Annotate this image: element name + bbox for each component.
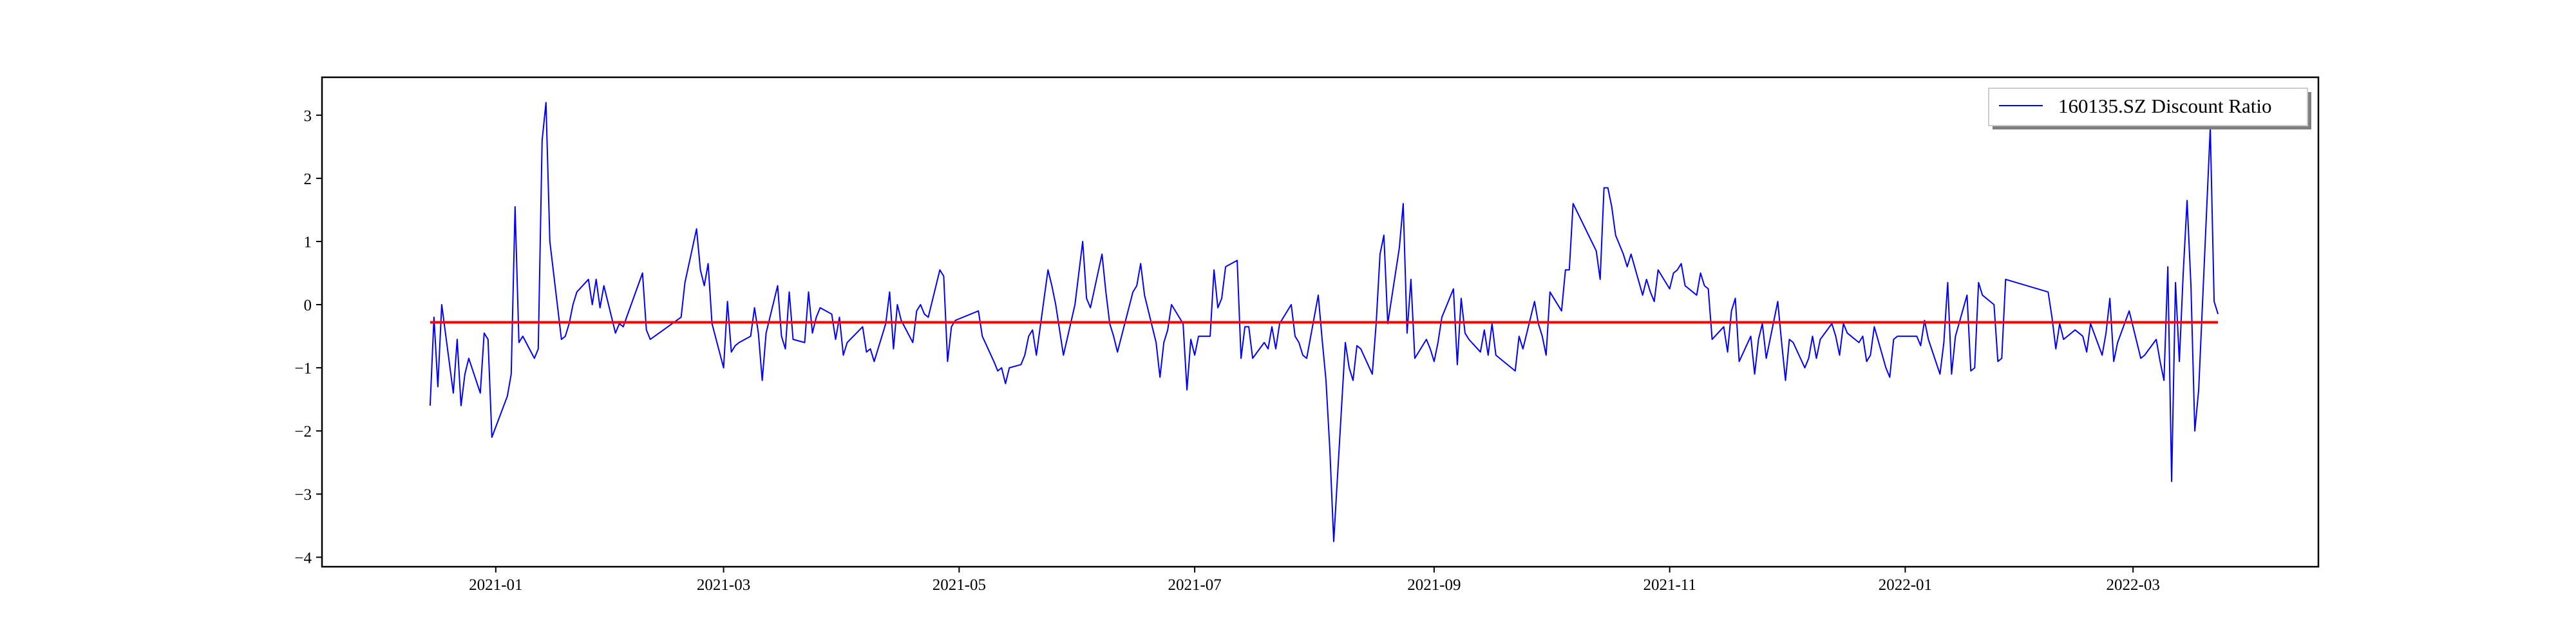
x-tick-label: 2021-11 bbox=[1643, 576, 1696, 594]
y-tick-label: −4 bbox=[294, 549, 312, 567]
y-tick-label: 1 bbox=[304, 234, 312, 251]
x-tick-label: 2021-07 bbox=[1168, 576, 1221, 594]
x-tick-label: 2022-01 bbox=[1879, 576, 1932, 594]
x-tick-label: 2021-09 bbox=[1407, 576, 1461, 594]
y-tick-label: −3 bbox=[294, 486, 312, 504]
x-tick-label: 2021-01 bbox=[469, 576, 522, 594]
x-axis: 2021-01 2021-03 2021-05 2021-07 2021-09 2021-… bbox=[469, 567, 2160, 594]
y-tick-label: 0 bbox=[304, 297, 312, 314]
plot-content bbox=[429, 102, 2219, 542]
axes-frame bbox=[321, 76, 2320, 568]
x-tick-label: 2021-03 bbox=[697, 576, 750, 594]
legend-label: 160135.SZ Discount Ratio bbox=[2058, 95, 2272, 117]
legend-box bbox=[1988, 88, 2308, 126]
y-axis: −4 −3 −2 −1 0 1 2 3 bbox=[294, 108, 322, 567]
x-tick-label: 2022-03 bbox=[2107, 576, 2160, 594]
x-tick-label: 2021-05 bbox=[933, 576, 986, 594]
y-tick-label: 2 bbox=[304, 171, 312, 188]
y-tick-label: −2 bbox=[294, 423, 312, 440]
y-tick-label: −1 bbox=[294, 360, 312, 377]
legend: 160135.SZ Discount Ratio bbox=[1988, 88, 2311, 129]
y-tick-label: 3 bbox=[304, 108, 312, 125]
